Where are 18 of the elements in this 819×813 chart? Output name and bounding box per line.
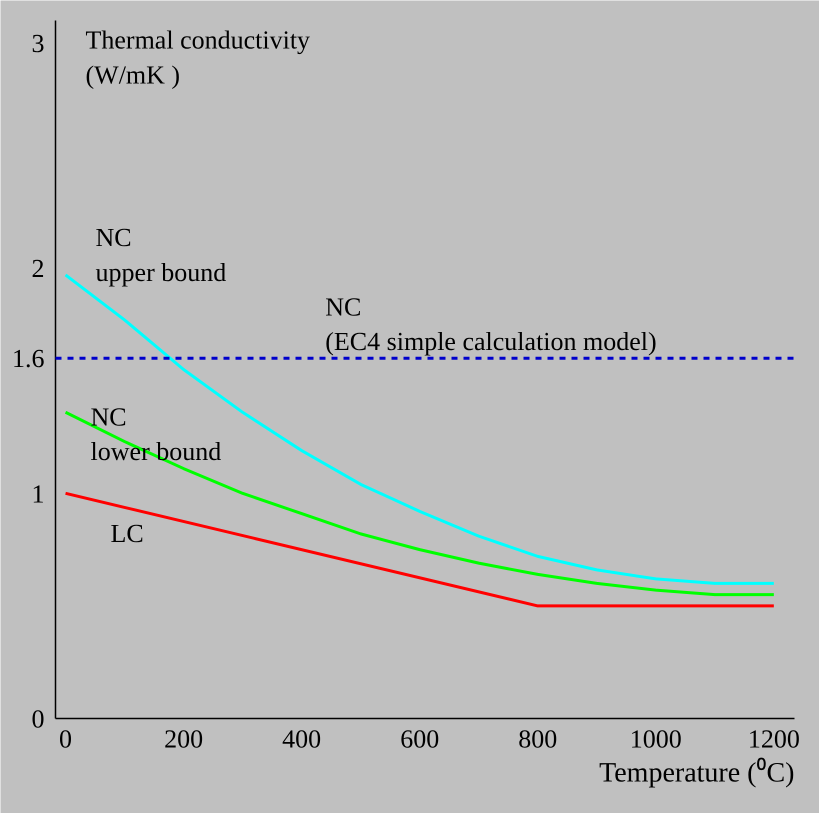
series-label: NC lower bound bbox=[90, 402, 222, 466]
y-tick-label: 2 bbox=[32, 254, 44, 284]
x-tick-label: 200 bbox=[164, 724, 204, 754]
ref-line-label: NC (EC4 simple calculation model) bbox=[325, 292, 657, 356]
y-tick-label: 1.6 bbox=[12, 344, 44, 374]
y-axis-title: Thermal conductivity (W/mK ) bbox=[86, 26, 310, 90]
y-tick-label: 1 bbox=[32, 479, 44, 508]
x-tick-label: 1000 bbox=[630, 724, 682, 754]
x-tick-label: 400 bbox=[282, 724, 322, 754]
y-tick-label: 3 bbox=[32, 29, 44, 58]
x-axis-title: Temperature (⁰C) bbox=[599, 758, 794, 788]
x-tick-label: 1200 bbox=[748, 724, 800, 754]
x-tick-label: 800 bbox=[518, 724, 558, 754]
series-label: NC upper bound bbox=[96, 223, 226, 287]
y-tick-label: 0 bbox=[32, 704, 44, 734]
x-tick-label: 600 bbox=[400, 724, 440, 754]
series-label: LC bbox=[110, 518, 144, 548]
x-tick-label: 0 bbox=[59, 724, 72, 754]
